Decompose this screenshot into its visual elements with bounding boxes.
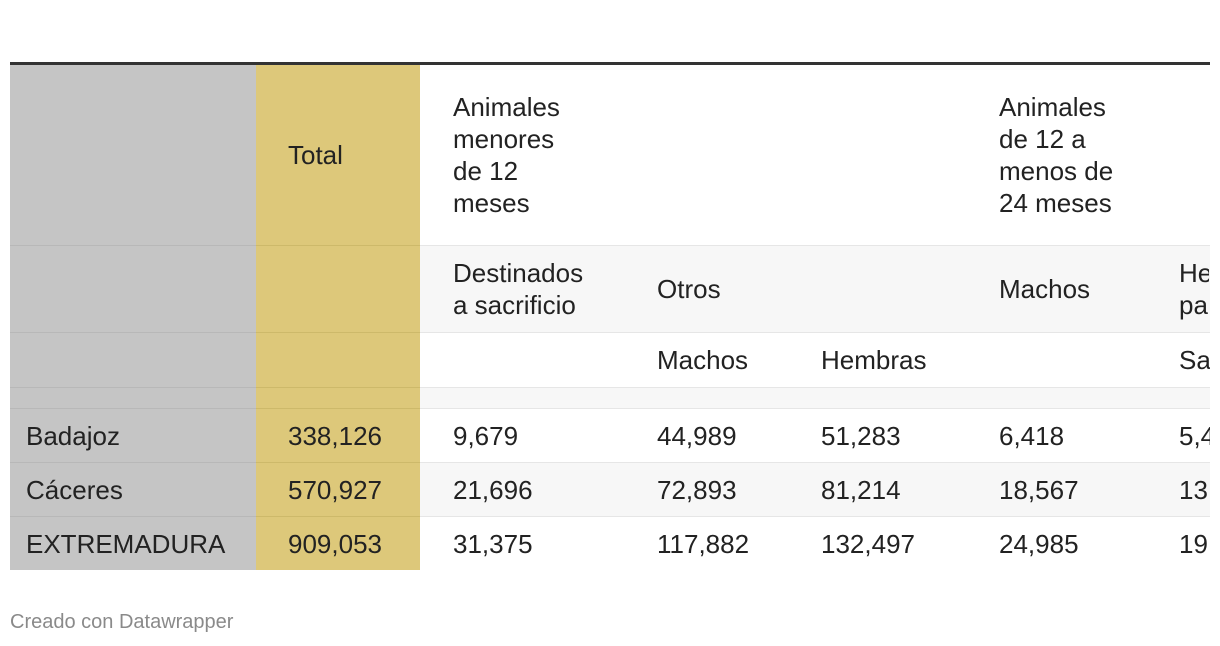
table-row: Badajoz 338,126 9,679 44,989 51,283 6,41… xyxy=(10,408,1210,463)
spacer-cell xyxy=(1146,387,1210,409)
otros-machos-value: 72,893 xyxy=(624,462,788,517)
subheader-otros-machos: Machos xyxy=(624,332,788,388)
header-spacer-row xyxy=(10,387,1210,409)
spacer-cell xyxy=(788,387,966,409)
group-header-under-12-months: Animales menores de 12 meses xyxy=(420,65,624,246)
datawrapper-credit[interactable]: Creado con Datawrapper xyxy=(10,611,234,633)
otros-hembras-value: 81,214 xyxy=(788,462,966,517)
empty-header xyxy=(420,332,624,388)
group-header-12-to-24-months: Animales de 12 a menos de 24 meses xyxy=(966,65,1146,246)
total-value: 338,126 xyxy=(256,408,420,463)
total-header: Total xyxy=(256,65,420,246)
last-column-value: 19 xyxy=(1146,516,1210,570)
header-row-groups: Total Animales menores de 12 meses Anima… xyxy=(10,65,1210,246)
total-header xyxy=(256,245,420,333)
total-value: 570,927 xyxy=(256,462,420,517)
empty-header xyxy=(1146,65,1210,246)
empty-header xyxy=(624,65,788,246)
subheader-otros-hembras: Hembras xyxy=(788,332,966,388)
subheader-sa-cut: Sa xyxy=(1146,332,1210,388)
spacer-cell xyxy=(624,387,788,409)
destinados-value: 9,679 xyxy=(420,408,624,463)
row-name-header xyxy=(10,245,256,333)
machos-12-24-value: 18,567 xyxy=(966,462,1146,517)
group-header-12-to-24-months-text: Animales de 12 a menos de 24 meses xyxy=(999,92,1114,218)
row-name-header xyxy=(10,65,256,246)
header-row-subgroups: Destinados a sacrificio Otros Machos He … xyxy=(10,245,1210,333)
empty-header xyxy=(788,65,966,246)
empty-header xyxy=(788,245,966,333)
total-header xyxy=(256,332,420,388)
row-name: Cáceres xyxy=(10,462,256,517)
row-name-spacer xyxy=(10,387,256,409)
total-spacer xyxy=(256,387,420,409)
subheader-otros: Otros xyxy=(624,245,788,333)
table-row: Cáceres 570,927 21,696 72,893 81,214 18,… xyxy=(10,462,1210,517)
destinados-value: 21,696 xyxy=(420,462,624,517)
row-name-header xyxy=(10,332,256,388)
table-row: EXTREMADURA 909,053 31,375 117,882 132,4… xyxy=(10,516,1210,570)
spacer-cell xyxy=(966,387,1146,409)
header-row-sex: Machos Hembras Sa xyxy=(10,332,1210,388)
subheader-machos: Machos xyxy=(966,245,1146,333)
otros-machos-value: 44,989 xyxy=(624,408,788,463)
otros-hembras-value: 51,283 xyxy=(788,408,966,463)
total-value: 909,053 xyxy=(256,516,420,570)
subheader-destinados: Destinados a sacrificio xyxy=(420,245,624,333)
group-header-under-12-months-text: Animales menores de 12 meses xyxy=(453,92,560,218)
spacer-cell xyxy=(420,387,624,409)
subheader-destinados-text: Destinados a sacrificio xyxy=(453,258,584,320)
machos-12-24-value: 6,418 xyxy=(966,408,1146,463)
last-column-value: 13 xyxy=(1146,462,1210,517)
otros-hembras-value: 132,497 xyxy=(788,516,966,570)
subheader-hembras-cut-text: He pa xyxy=(1179,258,1209,320)
subheader-hembras-cut: He pa xyxy=(1146,245,1210,333)
row-name: EXTREMADURA xyxy=(10,516,256,570)
row-name: Badajoz xyxy=(10,408,256,463)
machos-12-24-value: 24,985 xyxy=(966,516,1146,570)
data-table-container: Total Animales menores de 12 meses Anima… xyxy=(10,62,1210,570)
last-column-value: 5,4 xyxy=(1146,408,1210,463)
destinados-value: 31,375 xyxy=(420,516,624,570)
otros-machos-value: 117,882 xyxy=(624,516,788,570)
empty-header xyxy=(966,332,1146,388)
data-table: Total Animales menores de 12 meses Anima… xyxy=(10,65,1210,570)
